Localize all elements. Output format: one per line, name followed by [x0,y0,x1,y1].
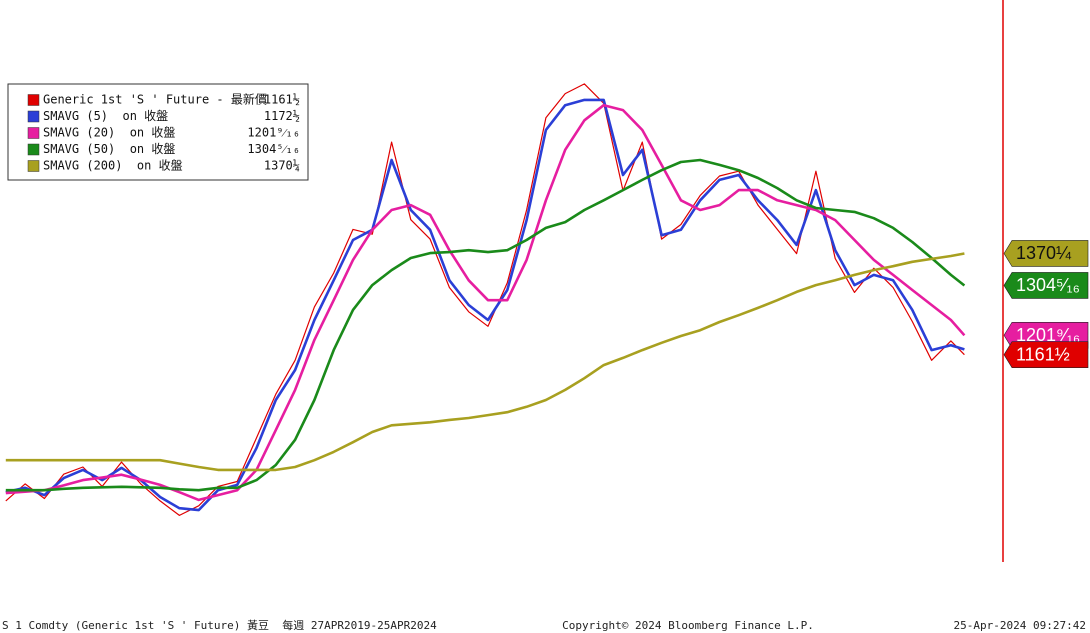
value-tag-label: 1370¼ [1016,243,1072,263]
legend-value: 1172½ [264,109,300,123]
legend-value: 1161½ [264,93,300,107]
plot [5,83,966,516]
legend-value: 1304⁵⁄₁₆ [247,142,300,156]
legend-value: 1370¼ [264,159,300,173]
value-tag [1003,240,1089,267]
footer-center: Copyright© 2024 Bloomberg Finance L.P. [562,619,814,632]
legend-swatch [27,160,40,172]
legend-swatch [27,127,40,139]
value-tag-label: 1161½ [1016,344,1070,364]
legend-label: SMAVG (5) on 收盤 [43,109,168,123]
series-line [5,158,966,492]
legend-label: SMAVG (50) on 收盤 [43,142,175,156]
footer-right: 25-Apr-2024 09:27:42 [954,619,1086,632]
series-line [5,252,965,472]
footer-left: S 1 Comdty (Generic 1st 'S ' Future) 黃豆 … [2,618,437,632]
series-line [5,83,965,516]
legend-label: Generic 1st 'S ' Future - 最新價 [43,92,267,107]
legend-label: SMAVG (20) on 收盤 [43,126,175,140]
value-tag [1003,341,1089,369]
legend-swatch [27,110,40,123]
value-tag-label: 1201⁹⁄₁₆ [1016,325,1080,345]
legend-swatch [27,143,40,156]
legend-value: 1201⁹⁄₁₆ [247,126,300,140]
value-tag-label: 1304⁵⁄₁₆ [1016,275,1080,295]
legend-label: SMAVG (200) on 收盤 [43,159,183,173]
legend-box [7,83,309,181]
value-tag [1003,272,1089,299]
legend-swatch [27,94,40,106]
